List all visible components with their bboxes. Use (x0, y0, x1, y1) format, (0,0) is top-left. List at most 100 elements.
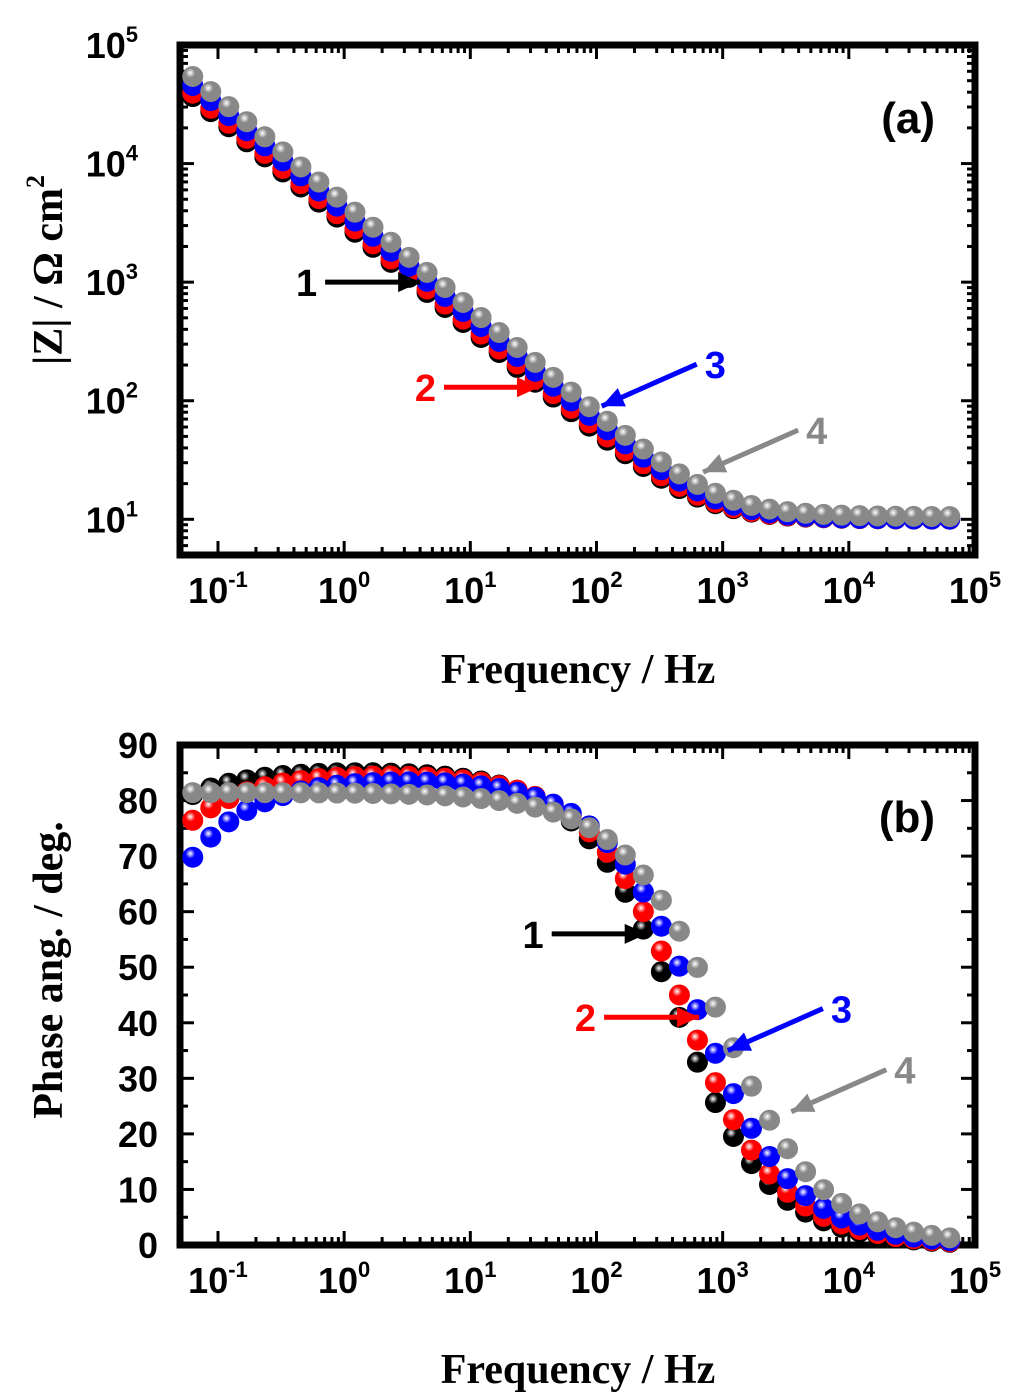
tick-exponent: 4 (126, 141, 139, 166)
tick-base: 10 (318, 1260, 358, 1301)
panel-b-data-point-4 (903, 1221, 925, 1243)
panel-b-data-point-4 (632, 864, 654, 886)
panel-a-x-tick-label: 103 (697, 567, 749, 611)
panel-a-data-point-4 (831, 504, 853, 526)
panel-a-data-point-4 (560, 381, 582, 403)
panel-b-data-point-4 (398, 783, 420, 805)
panel-a-data-point-4 (614, 424, 636, 446)
panel-a-annotation-label-1: 1 (296, 263, 317, 305)
panel-a-x-tick-label: 100 (318, 567, 370, 611)
panel-a-data-point-4 (704, 482, 726, 504)
panel-a-data-point-4 (596, 410, 618, 432)
panel-b-data-point-4 (650, 889, 672, 911)
panel-b-annotation-label-3: 3 (831, 990, 852, 1032)
panel-a-data-point-4 (506, 337, 528, 359)
panel-a-annotation-label-4: 4 (806, 411, 827, 453)
panel-b-data-point-3 (704, 1042, 726, 1064)
tick-base: 10 (86, 499, 126, 540)
panel-a-y-axis-title: |Z| / Ω cm2 (21, 175, 72, 365)
panel-b-x-tick-label: 10-1 (188, 1257, 248, 1301)
panel-b-data-point-3 (795, 1185, 817, 1207)
panel-b-y-tick-label: 80 (118, 781, 158, 822)
tick-base: 10 (949, 570, 989, 611)
panel-a-data-point-4 (542, 366, 564, 388)
panel-a-data-point-4 (362, 216, 384, 238)
panel-a-data-point-4 (740, 494, 762, 516)
panel-a-label: (a) (881, 94, 935, 143)
panel-b-data-point-2 (704, 1072, 726, 1094)
panel-b-data-point-3 (200, 826, 222, 848)
tick-exponent: 5 (989, 1257, 1001, 1282)
tick-exponent: 4 (863, 567, 876, 592)
panel-b-x-axis-title: Frequency / Hz (441, 1347, 716, 1393)
panel-b-annotation-label-1: 1 (523, 915, 544, 957)
panel-b-data-point-3 (236, 799, 258, 821)
panel-b-y-tick-label: 70 (118, 836, 158, 877)
panel-a-data-point-4 (921, 505, 943, 527)
panel-a-x-tick-label: 101 (444, 567, 496, 611)
tick-exponent: -1 (228, 1257, 248, 1282)
panel-a-data-point-4 (813, 503, 835, 525)
panel-b-data-point-3 (759, 1146, 781, 1168)
panel-b-data-point-4 (777, 1138, 799, 1160)
panel-b-data-point-4 (200, 782, 222, 804)
panel-b-data-point-2 (740, 1139, 762, 1161)
panel-a-series-4 (182, 66, 961, 528)
panel-b-y-tick-label: 10 (118, 1169, 158, 1210)
tick-exponent: 0 (358, 1257, 370, 1282)
panel-a-data-point-4 (686, 473, 708, 495)
panel-a-data-point-4 (885, 505, 907, 527)
panel-a-data-point-4 (416, 261, 438, 283)
panel-a-data-point-4 (578, 396, 600, 418)
panel-a-data-point-4 (777, 501, 799, 523)
panel-a-data-point-4 (218, 96, 240, 118)
panel-b-annotation-label-2: 2 (575, 998, 596, 1040)
panel-a-x-tick-label: 10-1 (188, 567, 248, 611)
panel-a-data-point-4 (488, 322, 510, 344)
tick-base: 10 (697, 570, 737, 611)
tick-base: 10 (444, 1260, 484, 1301)
panel-b-data-point-4 (254, 782, 276, 804)
panel-b-y-tick-label: 0 (138, 1225, 158, 1266)
panel-a-data-point-4 (470, 307, 492, 329)
panel-a-annotation-arrowhead (398, 272, 421, 293)
panel-b-data-point-4 (236, 782, 258, 804)
panel-a-data-point-4 (524, 351, 546, 373)
panel-b-data-point-4 (524, 796, 546, 818)
panel-a-y-tick-label: 103 (86, 259, 138, 303)
panel-b-y-tick-label: 90 (118, 725, 158, 766)
panel-b-data-point-4 (452, 786, 474, 808)
tick-base: 10 (570, 570, 610, 611)
tick-base: 10 (697, 1260, 737, 1301)
tick-base: 10 (188, 1260, 228, 1301)
tick-exponent: 1 (484, 1257, 496, 1282)
panel-a-data-point-4 (668, 463, 690, 485)
panel-a-data-point-4 (849, 505, 871, 527)
panel-b-data-point-4 (614, 844, 636, 866)
panel-a-x-tick-label: 105 (949, 567, 1001, 611)
panel-a-data-point-4 (326, 186, 348, 208)
tick-base: 10 (570, 1260, 610, 1301)
panel-b-data-point-4 (668, 920, 690, 942)
panel-a-y-tick-label: 102 (86, 378, 138, 422)
panel-b-data-point-3 (740, 1117, 762, 1139)
panel-b-data-point-4 (380, 783, 402, 805)
panel-a-data-point-4 (398, 246, 420, 268)
panel-b-data-point-2 (632, 901, 654, 923)
panel-a-data-point-4 (722, 489, 744, 511)
panel-b-data-point-4 (740, 1075, 762, 1097)
panel-b-data-point-4 (344, 782, 366, 804)
tick-exponent: 2 (610, 567, 622, 592)
panel-a-annotation-label-2: 2 (415, 368, 436, 410)
panel-a-data-point-4 (236, 111, 258, 133)
panel-b-data-point-3 (777, 1168, 799, 1190)
panel-b-annotation-3: 3 (726, 990, 852, 1053)
panel-a-data-point-4 (254, 126, 276, 148)
panel-b-data-point-2 (650, 940, 672, 962)
panel-a-data-point-4 (939, 506, 961, 528)
panel-b-data-point-3 (650, 915, 672, 937)
panel-a-annotation-4: 4 (702, 411, 827, 475)
tick-exponent: 1 (126, 496, 138, 521)
panel-b-data-point-3 (722, 1083, 744, 1105)
